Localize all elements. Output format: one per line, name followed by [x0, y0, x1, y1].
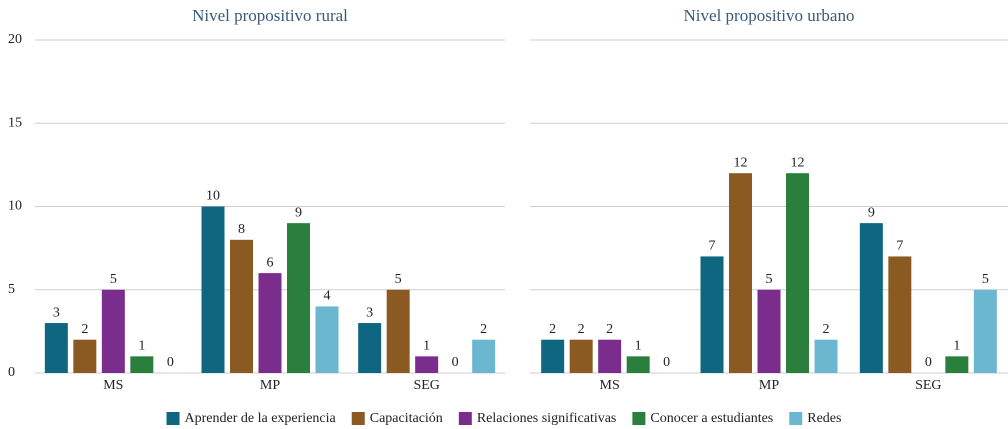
- legend-label: Conocer a estudiantes: [650, 411, 773, 426]
- data-label: 1: [635, 339, 642, 354]
- x-tick-label: MS: [103, 378, 123, 393]
- y-tick-label: 15: [8, 115, 22, 130]
- x-tick-label: MS: [600, 378, 620, 393]
- bar: [786, 173, 809, 373]
- bar: [626, 356, 650, 373]
- data-label: 0: [925, 355, 932, 370]
- data-label: 2: [606, 322, 613, 337]
- data-label: 7: [709, 239, 716, 254]
- data-label: 0: [663, 355, 670, 370]
- data-label: 5: [766, 272, 773, 287]
- y-tick-label: 0: [8, 365, 15, 380]
- bar: [73, 339, 97, 373]
- data-label: 2: [578, 322, 585, 337]
- x-tick-label: SEG: [413, 378, 439, 393]
- data-label: 8: [238, 222, 245, 237]
- bar: [888, 256, 912, 373]
- chart-title: Nivel propositivo urbano: [684, 6, 855, 25]
- bar: [287, 223, 310, 373]
- bar: [757, 289, 781, 373]
- data-label: 3: [366, 305, 373, 320]
- bar: [101, 289, 125, 373]
- data-label: 1: [953, 339, 960, 354]
- data-label: 5: [982, 272, 989, 287]
- y-tick-label: 10: [8, 199, 22, 214]
- bar: [729, 173, 752, 373]
- bar: [700, 256, 724, 373]
- data-label: 5: [395, 272, 402, 287]
- bar: [258, 273, 282, 373]
- legend-swatch: [166, 412, 180, 425]
- bar: [358, 323, 382, 373]
- bar: [415, 356, 439, 373]
- data-label: 0: [452, 355, 459, 370]
- legend-swatch: [351, 412, 365, 425]
- data-label: 10: [206, 189, 220, 204]
- data-label: 1: [138, 339, 145, 354]
- legend-swatch: [632, 412, 646, 425]
- data-label: 2: [823, 322, 830, 337]
- legend-label: Capacitación: [370, 411, 443, 426]
- bar: [230, 239, 253, 373]
- data-label: 2: [549, 322, 556, 337]
- legend-swatch: [789, 412, 803, 425]
- data-label: 1: [423, 339, 430, 354]
- data-label: 9: [295, 205, 302, 220]
- legend-label: Relaciones significativas: [477, 411, 617, 426]
- data-label: 12: [791, 155, 805, 170]
- legend-label: Aprender de la experiencia: [185, 411, 337, 426]
- data-label: 7: [896, 239, 903, 254]
- data-label: 2: [480, 322, 487, 337]
- chart-title: Nivel propositivo rural: [192, 6, 348, 25]
- data-label: 5: [110, 272, 117, 287]
- x-tick-label: MP: [260, 378, 280, 393]
- bar: [315, 306, 339, 373]
- y-tick-label: 5: [8, 282, 15, 297]
- legend-swatch: [458, 412, 472, 425]
- data-label: 3: [53, 305, 60, 320]
- bar: [973, 289, 997, 373]
- x-tick-label: SEG: [915, 378, 941, 393]
- data-label: 12: [734, 155, 748, 170]
- bar: [386, 289, 410, 373]
- bar: [814, 339, 838, 373]
- bar: [859, 223, 883, 373]
- bar: [130, 356, 154, 373]
- data-label: 9: [868, 205, 875, 220]
- bar: [598, 339, 622, 373]
- bar: [541, 339, 565, 373]
- bar: [472, 339, 496, 373]
- data-label: 2: [81, 322, 88, 337]
- bar: [201, 206, 225, 373]
- data-label: 4: [324, 289, 331, 304]
- bar: [569, 339, 593, 373]
- data-label: 0: [167, 355, 174, 370]
- bar: [44, 323, 68, 373]
- x-tick-label: MP: [759, 378, 779, 393]
- bar: [945, 356, 969, 373]
- y-tick-label: 20: [8, 32, 22, 47]
- legend-label: Redes: [807, 411, 841, 426]
- data-label: 6: [267, 255, 274, 270]
